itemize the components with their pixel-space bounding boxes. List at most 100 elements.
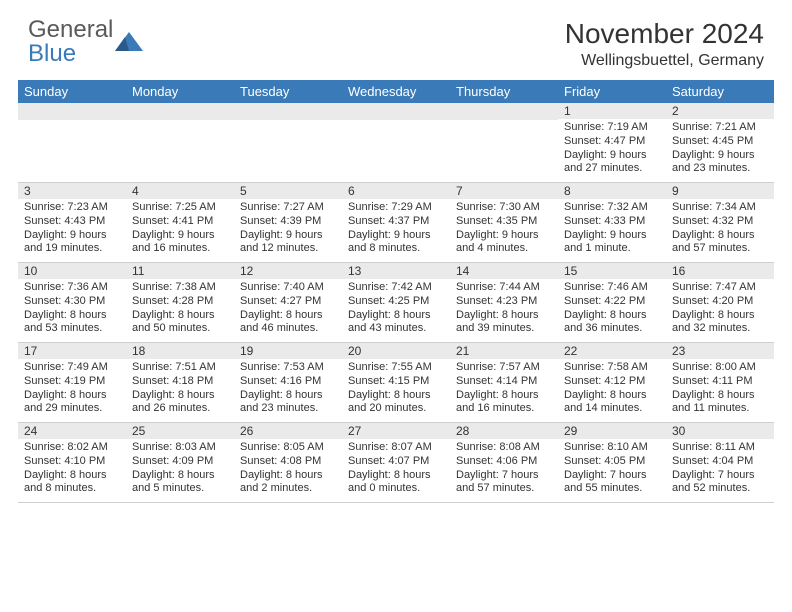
sunrise-text: Sunrise: 8:05 AM	[240, 441, 336, 455]
sunrise-text: Sunrise: 7:44 AM	[456, 281, 552, 295]
sunset-text: Sunset: 4:04 PM	[672, 455, 768, 469]
day-details: Sunrise: 7:30 AMSunset: 4:35 PMDaylight:…	[456, 201, 552, 256]
sunrise-text: Sunrise: 7:58 AM	[564, 361, 660, 375]
day-number: 20	[342, 343, 450, 359]
day-number: 13	[342, 263, 450, 279]
calendar-cell: 11Sunrise: 7:38 AMSunset: 4:28 PMDayligh…	[126, 263, 234, 342]
sunrise-text: Sunrise: 7:27 AM	[240, 201, 336, 215]
day-header: Thursday	[450, 80, 558, 103]
daylight-text: Daylight: 7 hours and 52 minutes.	[672, 469, 768, 497]
calendar-cell: 4Sunrise: 7:25 AMSunset: 4:41 PMDaylight…	[126, 183, 234, 262]
calendar-cell: 16Sunrise: 7:47 AMSunset: 4:20 PMDayligh…	[666, 263, 774, 342]
day-number: 30	[666, 423, 774, 439]
sunset-text: Sunset: 4:23 PM	[456, 295, 552, 309]
sunset-text: Sunset: 4:05 PM	[564, 455, 660, 469]
day-details: Sunrise: 8:02 AMSunset: 4:10 PMDaylight:…	[24, 441, 120, 496]
sunset-text: Sunset: 4:27 PM	[240, 295, 336, 309]
daylight-text: Daylight: 8 hours and 57 minutes.	[672, 229, 768, 257]
daylight-text: Daylight: 8 hours and 5 minutes.	[132, 469, 228, 497]
day-details: Sunrise: 7:19 AMSunset: 4:47 PMDaylight:…	[564, 121, 660, 176]
day-details: Sunrise: 7:49 AMSunset: 4:19 PMDaylight:…	[24, 361, 120, 416]
calendar-cell: 20 Sunrise: 7:55 AMSunset: 4:15 PMDayligh…	[342, 343, 450, 422]
day-header: Saturday	[666, 80, 774, 103]
day-number: 5	[234, 183, 342, 199]
day-header: Monday	[126, 80, 234, 103]
calendar-day-headers: Sunday Monday Tuesday Wednesday Thursday…	[18, 80, 774, 103]
day-number: 9	[666, 183, 774, 199]
day-details: Sunrise: 8:00 AMSunset: 4:11 PMDaylight:…	[672, 361, 768, 416]
day-number: 24	[18, 423, 126, 439]
calendar-cell: 29 Sunrise: 8:10 AMSunset: 4:05 PMDayligh…	[558, 423, 666, 502]
daylight-text: Daylight: 8 hours and 53 minutes.	[24, 309, 120, 337]
day-number	[234, 103, 342, 120]
day-details: Sunrise: 8:03 AMSunset: 4:09 PMDaylight:…	[132, 441, 228, 496]
day-number	[18, 103, 126, 120]
calendar-cell: 21Sunrise: 7:57 AMSunset: 4:14 PMDayligh…	[450, 343, 558, 422]
sunrise-text: Sunrise: 7:32 AM	[564, 201, 660, 215]
day-number: 10	[18, 263, 126, 279]
day-details: Sunrise: 7:42 AMSunset: 4:25 PMDaylight:…	[348, 281, 444, 336]
calendar-body: 1Sunrise: 7:19 AMSunset: 4:47 PMDaylight…	[18, 103, 774, 503]
calendar-cell	[18, 103, 126, 182]
calendar-cell: 10Sunrise: 7:36 AMSunset: 4:30 PMDayligh…	[18, 263, 126, 342]
calendar-cell: 2Sunrise: 7:21 AMSunset: 4:45 PMDaylight…	[666, 103, 774, 182]
daylight-text: Daylight: 8 hours and 2 minutes.	[240, 469, 336, 497]
calendar-cell	[126, 103, 234, 182]
sunrise-text: Sunrise: 7:23 AM	[24, 201, 120, 215]
sunset-text: Sunset: 4:09 PM	[132, 455, 228, 469]
day-number: 22	[558, 343, 666, 359]
calendar-cell: 6Sunrise: 7:29 AMSunset: 4:37 PMDaylight…	[342, 183, 450, 262]
daylight-text: Daylight: 9 hours and 19 minutes.	[24, 229, 120, 257]
day-number: 2	[666, 103, 774, 119]
calendar-row: 3Sunrise: 7:23 AMSunset: 4:43 PMDaylight…	[18, 183, 774, 263]
day-number: 14	[450, 263, 558, 279]
day-number: 19	[234, 343, 342, 359]
day-details: Sunrise: 7:40 AMSunset: 4:27 PMDaylight:…	[240, 281, 336, 336]
sunset-text: Sunset: 4:15 PM	[348, 375, 444, 389]
day-details: Sunrise: 7:55 AMSunset: 4:15 PMDaylight:…	[348, 361, 444, 416]
day-number: 17	[18, 343, 126, 359]
title-block: November 2024 Wellingsbuettel, Germany	[565, 18, 764, 70]
sunrise-text: Sunrise: 7:29 AM	[348, 201, 444, 215]
day-number: 4	[126, 183, 234, 199]
sunrise-text: Sunrise: 7:53 AM	[240, 361, 336, 375]
day-details: Sunrise: 8:10 AMSunset: 4:05 PMDaylight:…	[564, 441, 660, 496]
daylight-text: Daylight: 8 hours and 46 minutes.	[240, 309, 336, 337]
day-details: Sunrise: 8:07 AMSunset: 4:07 PMDaylight:…	[348, 441, 444, 496]
calendar-cell: 27 Sunrise: 8:07 AMSunset: 4:07 PMDayligh…	[342, 423, 450, 502]
daylight-text: Daylight: 7 hours and 57 minutes.	[456, 469, 552, 497]
day-number: 23	[666, 343, 774, 359]
sunset-text: Sunset: 4:19 PM	[24, 375, 120, 389]
daylight-text: Daylight: 8 hours and 14 minutes.	[564, 389, 660, 417]
sunrise-text: Sunrise: 7:46 AM	[564, 281, 660, 295]
day-header: Tuesday	[234, 80, 342, 103]
calendar-cell: 12 Sunrise: 7:40 AMSunset: 4:27 PMDayligh…	[234, 263, 342, 342]
sunrise-text: Sunrise: 7:19 AM	[564, 121, 660, 135]
calendar-cell	[342, 103, 450, 182]
logo-text: General Blue	[28, 18, 113, 66]
daylight-text: Daylight: 9 hours and 12 minutes.	[240, 229, 336, 257]
sunset-text: Sunset: 4:11 PM	[672, 375, 768, 389]
calendar-cell: 25Sunrise: 8:03 AMSunset: 4:09 PMDayligh…	[126, 423, 234, 502]
calendar-cell: 30Sunrise: 8:11 AMSunset: 4:04 PMDayligh…	[666, 423, 774, 502]
sunrise-text: Sunrise: 8:02 AM	[24, 441, 120, 455]
calendar-cell: 8Sunrise: 7:32 AMSunset: 4:33 PMDaylight…	[558, 183, 666, 262]
day-number: 12	[234, 263, 342, 279]
sunrise-text: Sunrise: 7:40 AM	[240, 281, 336, 295]
calendar-cell	[234, 103, 342, 182]
sunset-text: Sunset: 4:06 PM	[456, 455, 552, 469]
day-details: Sunrise: 7:38 AMSunset: 4:28 PMDaylight:…	[132, 281, 228, 336]
daylight-text: Daylight: 9 hours and 27 minutes.	[564, 149, 660, 177]
sunset-text: Sunset: 4:41 PM	[132, 215, 228, 229]
calendar-cell: 7Sunrise: 7:30 AMSunset: 4:35 PMDaylight…	[450, 183, 558, 262]
day-number: 27	[342, 423, 450, 439]
location: Wellingsbuettel, Germany	[565, 52, 764, 70]
day-header: Friday	[558, 80, 666, 103]
sunset-text: Sunset: 4:22 PM	[564, 295, 660, 309]
sunrise-text: Sunrise: 7:30 AM	[456, 201, 552, 215]
day-number: 29	[558, 423, 666, 439]
daylight-text: Daylight: 8 hours and 23 minutes.	[240, 389, 336, 417]
calendar-cell: 22Sunrise: 7:58 AMSunset: 4:12 PMDayligh…	[558, 343, 666, 422]
sunrise-text: Sunrise: 7:49 AM	[24, 361, 120, 375]
day-details: Sunrise: 7:47 AMSunset: 4:20 PMDaylight:…	[672, 281, 768, 336]
